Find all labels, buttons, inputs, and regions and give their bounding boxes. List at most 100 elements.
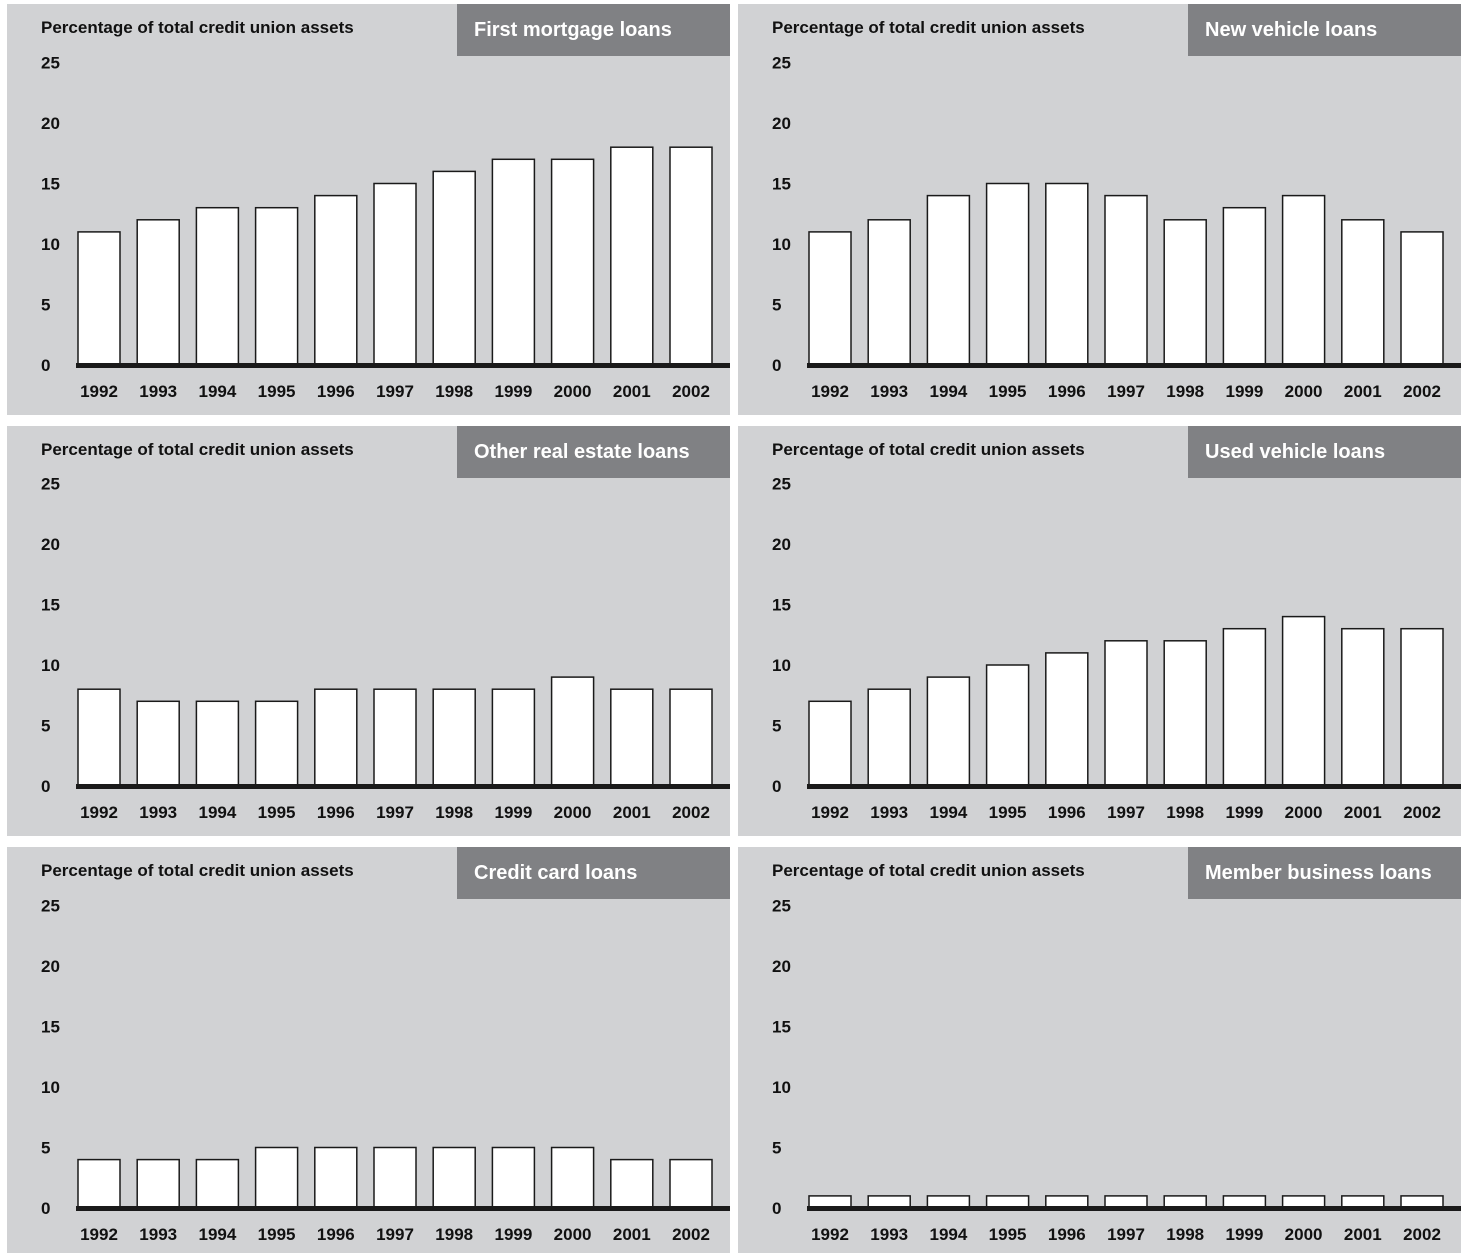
y-tick-label: 15 [41,596,60,615]
chart-panel-first-mortgage: Percentage of total credit union assets … [7,4,730,415]
chart-title: Other real estate loans [457,426,730,478]
y-tick-label: 0 [772,356,781,375]
y-tick-label: 25 [41,897,60,916]
y-tick-label: 20 [772,957,791,976]
y-tick-label: 10 [41,656,60,675]
x-tick-label: 1992 [80,1225,118,1244]
x-tick-label: 2000 [554,1225,592,1244]
bar [985,664,1030,787]
chart-panel-new-vehicle: Percentage of total credit union assets … [738,4,1461,415]
bar [1222,627,1267,787]
x-tick-label: 2001 [613,803,651,822]
y-tick-label: 0 [772,777,781,796]
x-axis-baseline [807,1206,1461,1211]
bar [491,1146,536,1209]
bar [314,194,358,366]
bar [610,1158,654,1209]
bar [136,219,180,366]
bar [808,700,852,787]
y-axis-label: Percentage of total credit union assets [41,861,354,880]
x-tick-label: 1995 [989,803,1027,822]
y-tick-label: 20 [41,535,60,554]
bar-plot: 0 5 10 15 20 25 1992 1993 1994 1995 1996 1997 1998 19… [772,54,1461,401]
y-tick-label: 0 [41,356,50,375]
y-tick-label: 0 [772,1199,781,1218]
x-tick-label: 1992 [811,1225,849,1244]
bar [610,146,654,366]
y-axis-label: Percentage of total credit union assets [772,861,1085,880]
y-tick-label: 20 [41,114,60,133]
bar [373,1146,417,1209]
y-tick-label: 20 [772,535,791,554]
chart-title: Used vehicle loans [1188,426,1461,478]
bar [1341,627,1385,787]
x-tick-label: 2002 [672,803,710,822]
y-tick-label: 20 [772,114,791,133]
y-axis-label: Percentage of total credit union assets [41,18,354,37]
bar [550,1146,595,1209]
x-tick-label: 1993 [870,382,908,401]
bar-plot: 0 5 10 15 20 25 1992 1993 1994 1995 1996 1997 1998 19… [772,897,1461,1244]
y-tick-label: 5 [41,717,50,736]
bar [136,1158,180,1209]
bar [136,700,180,787]
bar [669,1158,713,1209]
bar [1400,231,1444,366]
x-tick-label: 1997 [376,382,414,401]
bar [926,676,971,787]
x-tick-label: 1994 [929,803,967,822]
bar [491,688,536,787]
x-axis-baseline [76,1206,730,1211]
bar [254,700,299,787]
y-tick-label: 15 [41,1018,60,1037]
bar [1222,206,1267,366]
bar [1104,640,1148,787]
bar [314,688,358,787]
bar [432,170,476,366]
bar [550,158,595,366]
x-tick-label: 1995 [989,1225,1027,1244]
x-tick-label: 2000 [554,382,592,401]
x-tick-label: 1992 [80,803,118,822]
x-tick-label: 1995 [258,803,296,822]
x-tick-label: 1996 [1048,803,1086,822]
y-tick-label: 10 [41,1078,60,1097]
x-axis-baseline [76,363,730,368]
chart-panel-other-real-estate: Percentage of total credit union assets … [7,426,730,836]
y-tick-label: 25 [41,54,60,73]
y-axis-label: Percentage of total credit union assets [772,440,1085,459]
chart-title: Member business loans [1188,847,1461,899]
x-tick-label: 1996 [317,382,355,401]
chart-panel-used-vehicle: Percentage of total credit union assets … [738,426,1461,836]
bar [985,182,1030,366]
y-tick-label: 5 [41,296,50,315]
x-tick-label: 1995 [989,382,1027,401]
x-tick-label: 1994 [929,1225,967,1244]
x-tick-label: 1999 [1225,382,1263,401]
x-tick-label: 1996 [317,1225,355,1244]
x-tick-label: 1994 [198,803,236,822]
bar [867,688,911,787]
x-tick-label: 1999 [1225,803,1263,822]
bar [432,688,476,787]
y-tick-label: 5 [772,717,781,736]
y-tick-label: 10 [772,1078,791,1097]
bar [373,182,417,366]
bar [1341,219,1385,366]
x-tick-label: 1993 [870,1225,908,1244]
x-tick-label: 1996 [1048,382,1086,401]
x-tick-label: 1998 [1166,1225,1204,1244]
bar-plot: 0 5 10 15 20 25 1992 1993 1994 1995 1996 1997 1998 19… [41,897,730,1244]
bar [314,1146,358,1209]
x-tick-label: 2001 [1344,1225,1382,1244]
bar [77,688,121,787]
bar [254,206,299,366]
y-tick-label: 25 [772,475,791,494]
chart-panel-credit-card: Percentage of total credit union assets … [7,847,730,1253]
x-tick-label: 1998 [1166,803,1204,822]
bar [254,1146,299,1209]
y-tick-label: 15 [772,175,791,194]
x-axis-baseline [76,784,730,789]
bar [1400,627,1444,787]
x-tick-label: 1992 [811,382,849,401]
